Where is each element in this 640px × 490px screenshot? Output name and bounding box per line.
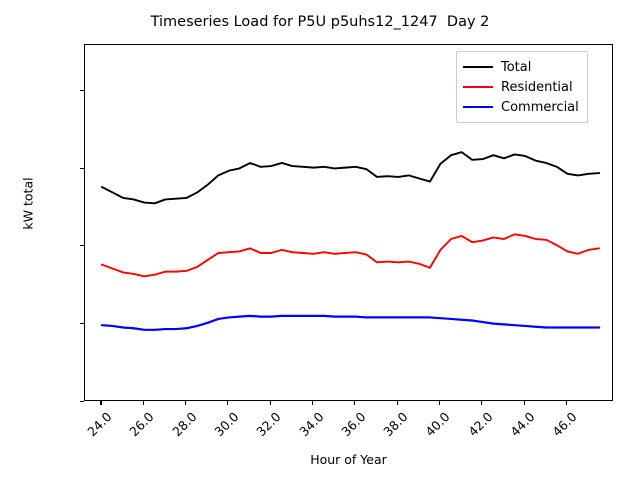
plot-lines — [100, 151, 601, 331]
legend-item-commercial: Commercial — [463, 97, 579, 117]
x-tick-mark — [100, 401, 102, 405]
x-tick-mark — [185, 401, 187, 405]
legend-swatch-commercial — [463, 106, 493, 108]
chart-legend: Total Residential Commercial — [456, 51, 588, 123]
x-tick-mark — [565, 401, 568, 405]
x-tick-label: 46.0 — [549, 409, 581, 440]
y-tick-mark — [80, 167, 84, 169]
x-tick-mark — [523, 401, 525, 405]
x-tick-label: 38.0 — [380, 409, 411, 440]
x-tick-label: 44.0 — [507, 409, 538, 440]
y-tick-mark — [80, 400, 84, 402]
x-tick-mark — [142, 401, 144, 405]
x-tick-label: 32.0 — [253, 409, 284, 440]
legend-swatch-residential — [463, 86, 493, 88]
legend-item-total: Total — [463, 57, 579, 77]
x-tick-label: 30.0 — [211, 409, 242, 440]
x-tick-label: 28.0 — [168, 409, 200, 440]
y-axis-label: kW total — [20, 177, 36, 230]
legend-label-commercial: Commercial — [501, 99, 579, 115]
x-tick-label: 36.0 — [338, 409, 369, 440]
x-tick-mark — [312, 401, 314, 405]
x-tick-label: 40.0 — [422, 409, 454, 440]
x-tick-mark — [396, 401, 398, 405]
legend-label-residential: Residential — [501, 79, 573, 95]
x-tick-label: 24.0 — [84, 409, 115, 440]
chart-title: Timeseries Load for P5U p5uhs12_1247 Day… — [150, 14, 490, 30]
x-tick-mark — [269, 401, 271, 405]
series-line-residential — [100, 233, 601, 278]
x-tick-mark — [227, 401, 229, 405]
x-tick-label: 42.0 — [465, 409, 496, 440]
legend-label-total: Total — [501, 59, 532, 75]
y-tick-mark — [80, 322, 84, 324]
y-tick-mark — [80, 90, 84, 92]
x-tick-mark — [481, 401, 483, 405]
y-tick-mark — [80, 245, 84, 247]
x-tick-mark — [438, 401, 441, 405]
x-axis-label: Hour of Year — [310, 452, 387, 467]
x-tick-mark — [354, 401, 356, 405]
x-tick-label: 26.0 — [126, 409, 157, 440]
series-line-commercial — [100, 314, 601, 331]
series-line-total — [100, 151, 601, 205]
chart-figure: Timeseries Load for P5U p5uhs12_1247 Day… — [20, 14, 613, 467]
legend-item-residential: Residential — [463, 77, 579, 97]
legend-swatch-total — [463, 66, 493, 68]
x-tick-label: 34.0 — [295, 409, 327, 440]
